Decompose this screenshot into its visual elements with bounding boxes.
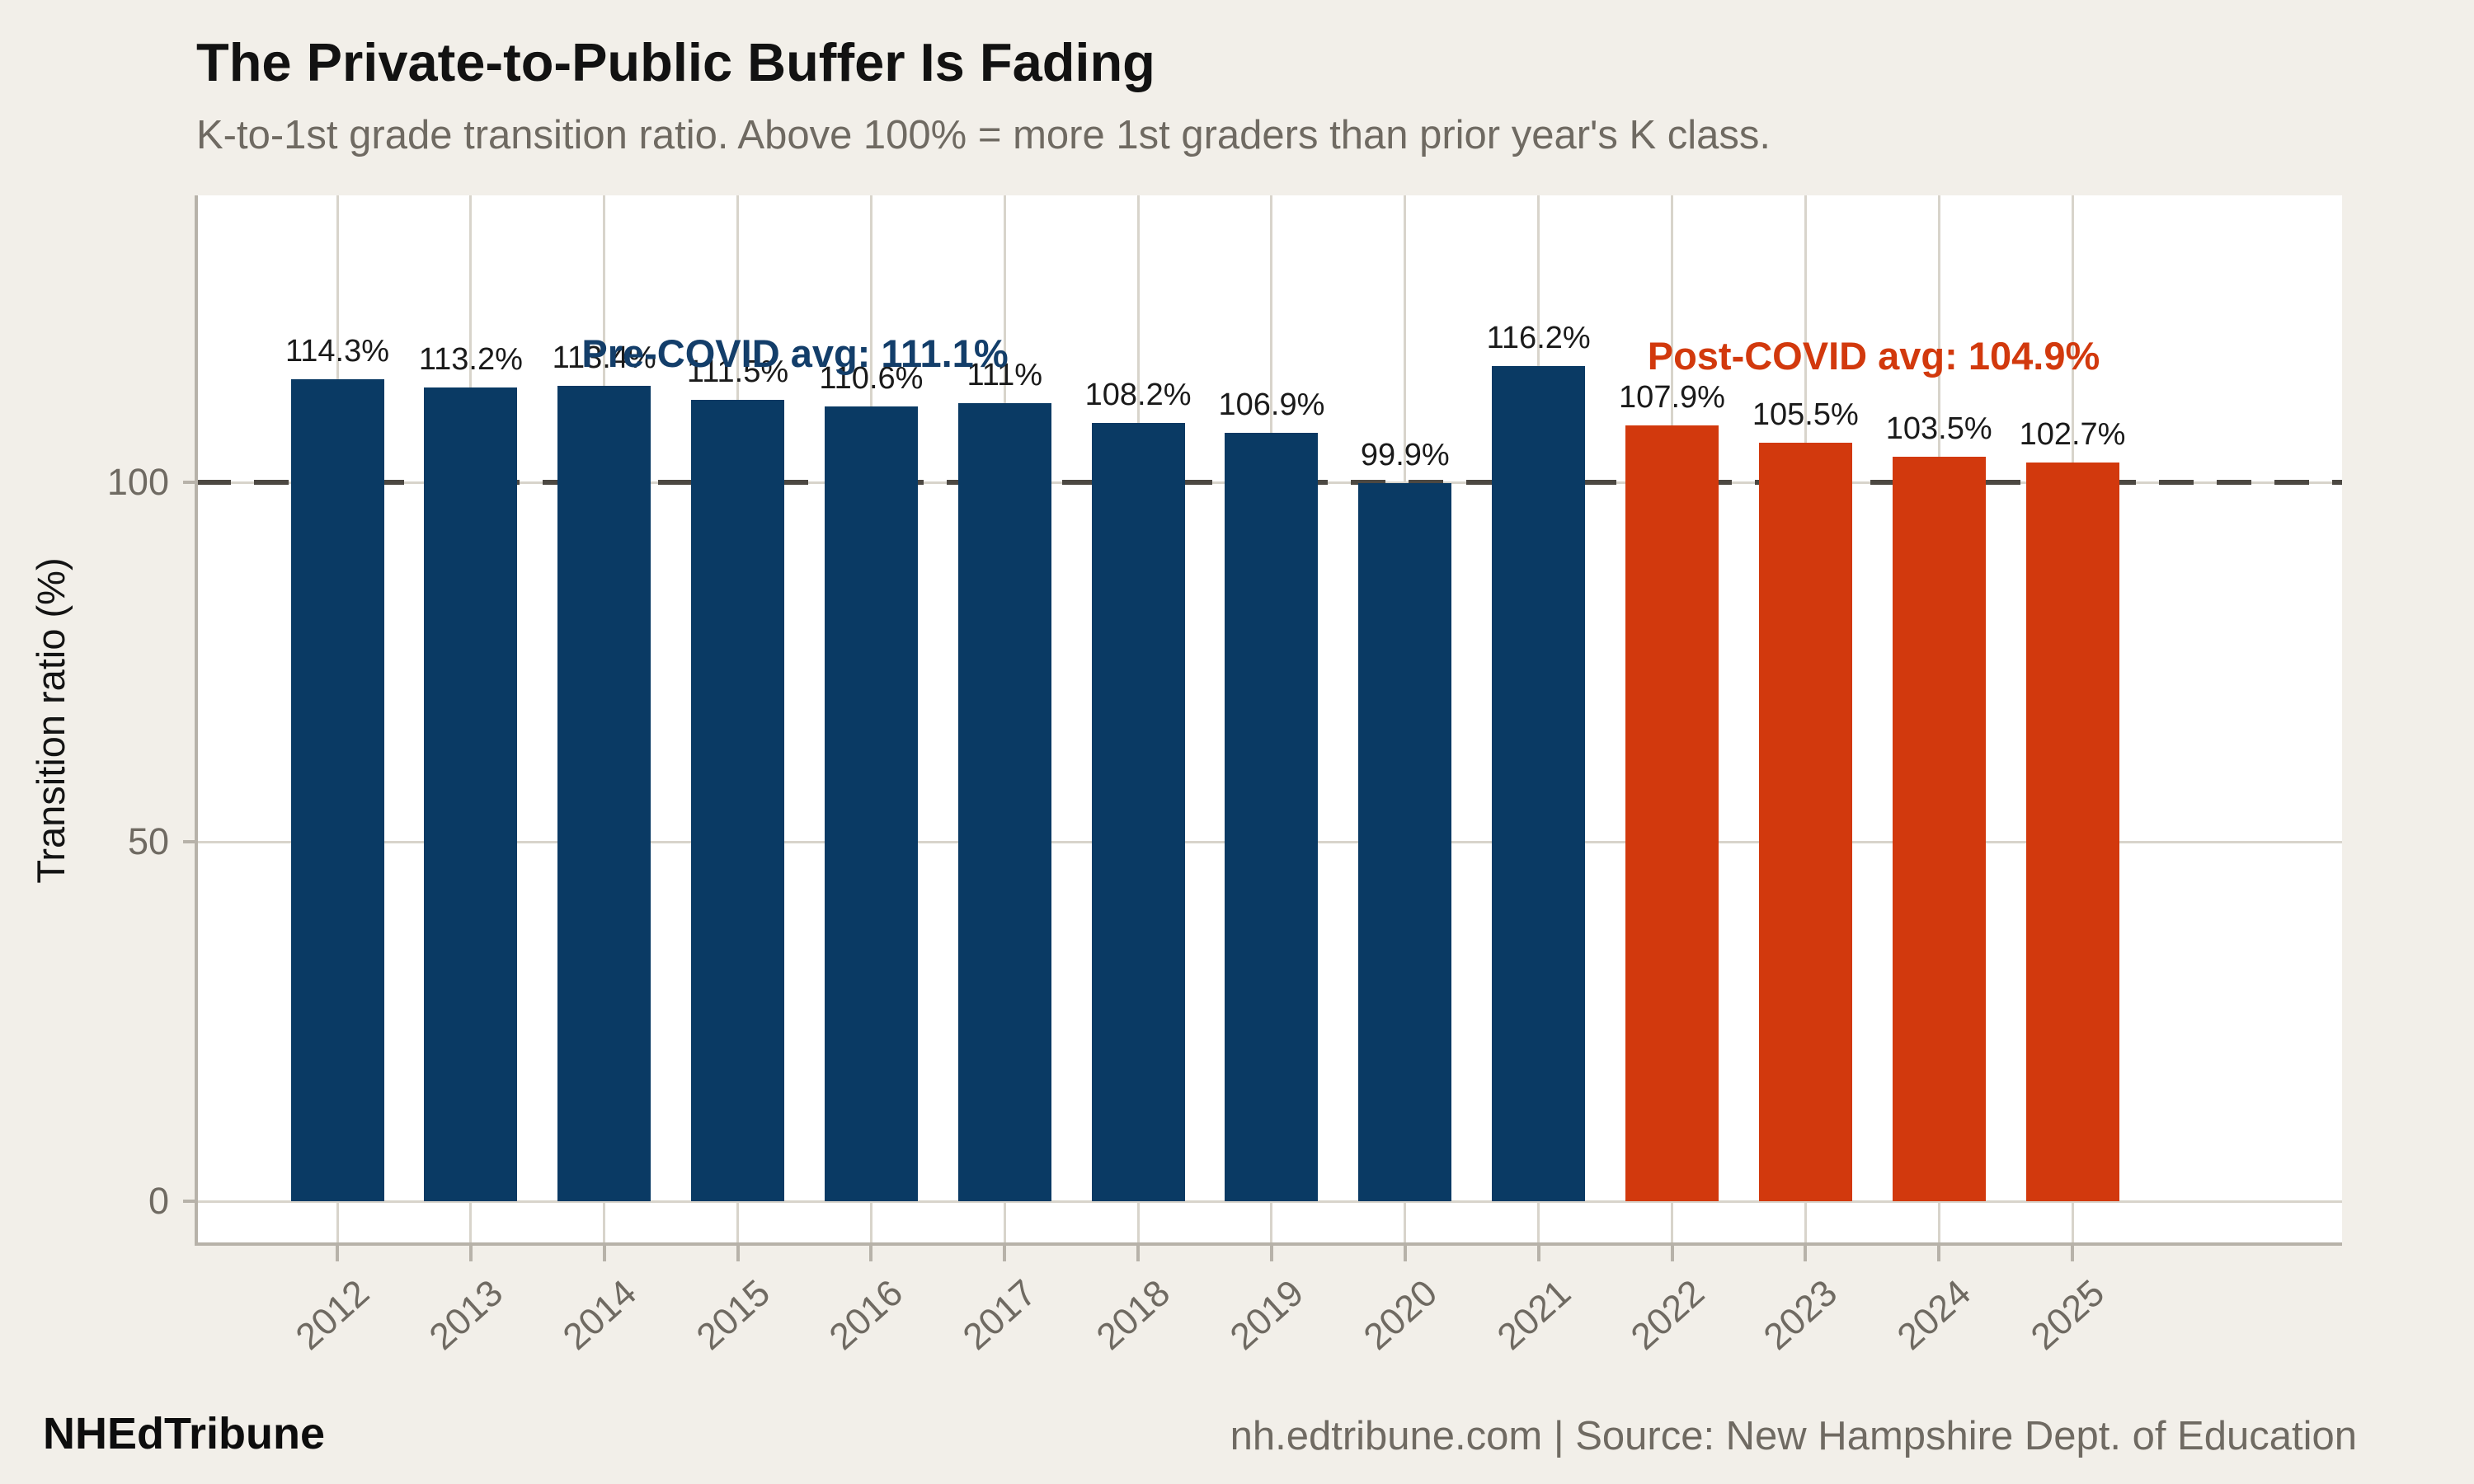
bar-2014 bbox=[557, 386, 651, 1201]
x-tick-2020 bbox=[1403, 1246, 1407, 1261]
bar-2019 bbox=[1225, 432, 1319, 1201]
x-tick-label-2019: 2019 bbox=[1221, 1271, 1312, 1358]
chart-subtitle: K-to-1st grade transition ratio. Above 1… bbox=[196, 113, 1771, 157]
x-tick-2015 bbox=[736, 1246, 740, 1261]
bar-2015 bbox=[691, 399, 785, 1201]
x-axis-line bbox=[196, 1242, 2342, 1246]
bar-value-label-2022: 107.9% bbox=[1619, 380, 1725, 416]
x-tick-2025 bbox=[2071, 1246, 2075, 1261]
x-tick-2012 bbox=[336, 1246, 339, 1261]
x-tick-2017 bbox=[1003, 1246, 1007, 1261]
bar-2025 bbox=[2025, 463, 2119, 1201]
y-tick-label-100: 100 bbox=[106, 461, 169, 503]
post-covid-annotation: Post-COVID avg: 104.9% bbox=[1647, 334, 2100, 378]
bar-value-label-2020: 99.9% bbox=[1360, 437, 1450, 472]
bar-value-label-2024: 103.5% bbox=[1885, 411, 1992, 447]
x-tick-2013 bbox=[468, 1246, 473, 1261]
bar-2012 bbox=[290, 379, 384, 1201]
x-tick-2018 bbox=[1136, 1246, 1141, 1261]
pre-covid-annotation: Pre-COVID avg: 111.1% bbox=[581, 331, 1009, 375]
y-tick-50 bbox=[183, 840, 196, 843]
bar-2018 bbox=[1091, 423, 1185, 1201]
bar-value-label-2025: 102.7% bbox=[2019, 417, 2126, 453]
x-tick-label-2018: 2018 bbox=[1088, 1271, 1178, 1358]
x-tick-2014 bbox=[602, 1246, 606, 1261]
x-tick-2022 bbox=[1670, 1246, 1674, 1261]
x-tick-2019 bbox=[1269, 1246, 1273, 1261]
x-tick-label-2025: 2025 bbox=[2022, 1271, 2113, 1358]
bar-value-label-2021: 116.2% bbox=[1486, 320, 1591, 355]
bar-value-label-2016: 110.6% bbox=[819, 360, 924, 396]
bar-2023 bbox=[1758, 443, 1852, 1201]
x-tick-2023 bbox=[1804, 1246, 1808, 1261]
x-tick-label-2016: 2016 bbox=[821, 1271, 911, 1358]
bar-2016 bbox=[824, 406, 918, 1201]
bar-2017 bbox=[957, 403, 1051, 1201]
bar-2021 bbox=[1492, 365, 1586, 1201]
bar-value-label-2014: 113.4% bbox=[552, 340, 656, 376]
x-tick-2021 bbox=[1536, 1246, 1540, 1261]
bar-2024 bbox=[1892, 457, 1986, 1201]
footer-brand: NHEdTribune bbox=[43, 1409, 326, 1458]
bar-value-label-2013: 113.2% bbox=[418, 341, 523, 377]
y-tick-label-0: 0 bbox=[148, 1180, 169, 1222]
x-tick-label-2023: 2023 bbox=[1755, 1271, 1846, 1358]
x-tick-2024 bbox=[1937, 1246, 1941, 1261]
bar-2022 bbox=[1625, 425, 1719, 1201]
y-axis-line bbox=[195, 195, 198, 1246]
x-tick-label-2013: 2013 bbox=[421, 1271, 510, 1358]
bar-2013 bbox=[424, 387, 518, 1201]
bar-value-label-2015: 111.5% bbox=[686, 354, 789, 389]
plot-panel: 114.3% 113.2% 113.4% 111.5% 110.6% 111% 108.2%… bbox=[196, 195, 2342, 1245]
bar-value-label-2012: 114.3% bbox=[285, 334, 390, 369]
bar-value-label-2023: 105.5% bbox=[1752, 397, 1859, 433]
bar-2020 bbox=[1358, 482, 1452, 1201]
bar-value-label-2018: 108.2% bbox=[1084, 378, 1192, 413]
x-tick-label-2024: 2024 bbox=[1888, 1271, 1979, 1358]
x-tick-label-2014: 2014 bbox=[554, 1271, 644, 1358]
x-tick-label-2022: 2022 bbox=[1622, 1271, 1712, 1358]
bar-value-label-2019: 106.9% bbox=[1218, 387, 1325, 422]
y-tick-100 bbox=[183, 481, 196, 484]
gridline-y-0 bbox=[196, 1200, 2342, 1203]
x-tick-label-2021: 2021 bbox=[1489, 1271, 1578, 1358]
x-tick-2016 bbox=[869, 1246, 873, 1261]
bar-value-label-2017: 111% bbox=[967, 358, 1043, 393]
y-tick-0 bbox=[183, 1200, 196, 1203]
y-tick-label-50: 50 bbox=[127, 820, 169, 862]
chart-title: The Private-to-Public Buffer Is Fading bbox=[196, 32, 1155, 92]
footer-source: nh.edtribune.com | Source: New Hampshire… bbox=[1230, 1414, 2357, 1458]
x-tick-label-2012: 2012 bbox=[287, 1271, 378, 1358]
x-tick-label-2015: 2015 bbox=[688, 1271, 778, 1358]
x-tick-label-2020: 2020 bbox=[1355, 1271, 1445, 1358]
x-tick-label-2017: 2017 bbox=[954, 1271, 1045, 1358]
